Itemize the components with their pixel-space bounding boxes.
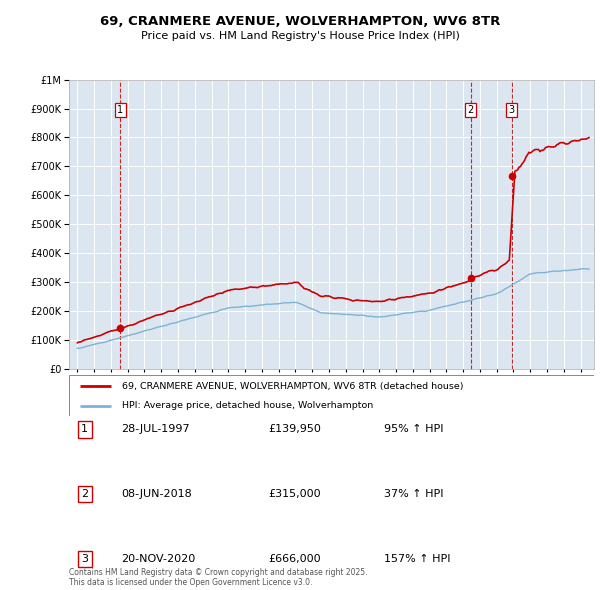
Text: 20-NOV-2020: 20-NOV-2020 [121, 554, 196, 564]
Text: 157% ↑ HPI: 157% ↑ HPI [384, 554, 451, 564]
Text: 1: 1 [81, 424, 88, 434]
Text: 37% ↑ HPI: 37% ↑ HPI [384, 489, 443, 499]
Text: £666,000: £666,000 [269, 554, 321, 564]
Text: 2: 2 [81, 489, 88, 499]
Text: HPI: Average price, detached house, Wolverhampton: HPI: Average price, detached house, Wolv… [121, 401, 373, 410]
Text: 08-JUN-2018: 08-JUN-2018 [121, 489, 192, 499]
Text: £315,000: £315,000 [269, 489, 321, 499]
Text: 3: 3 [509, 105, 515, 115]
Text: 28-JUL-1997: 28-JUL-1997 [121, 424, 190, 434]
FancyBboxPatch shape [69, 375, 594, 416]
Text: 69, CRANMERE AVENUE, WOLVERHAMPTON, WV6 8TR: 69, CRANMERE AVENUE, WOLVERHAMPTON, WV6 … [100, 15, 500, 28]
Text: 69, CRANMERE AVENUE, WOLVERHAMPTON, WV6 8TR (detached house): 69, CRANMERE AVENUE, WOLVERHAMPTON, WV6 … [121, 382, 463, 391]
Text: 1: 1 [118, 105, 124, 115]
Text: £139,950: £139,950 [269, 424, 322, 434]
Text: Price paid vs. HM Land Registry's House Price Index (HPI): Price paid vs. HM Land Registry's House … [140, 31, 460, 41]
Text: 2: 2 [467, 105, 473, 115]
Text: 95% ↑ HPI: 95% ↑ HPI [384, 424, 443, 434]
Text: 3: 3 [81, 554, 88, 564]
Text: Contains HM Land Registry data © Crown copyright and database right 2025.
This d: Contains HM Land Registry data © Crown c… [69, 568, 367, 587]
